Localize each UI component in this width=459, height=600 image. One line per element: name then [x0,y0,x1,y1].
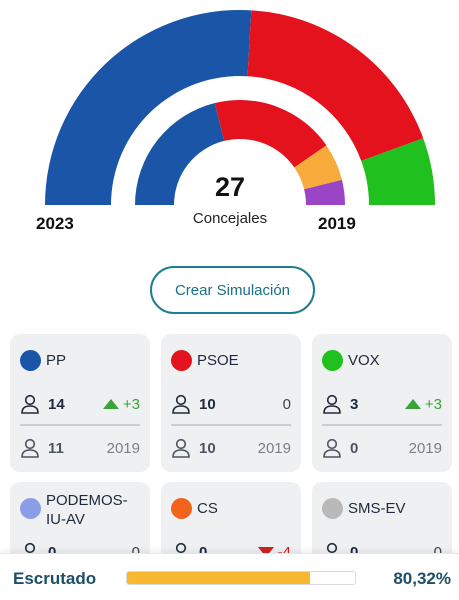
seat-segment-vox [361,138,435,205]
scrutiny-percentage: 80,32% [393,569,451,588]
seats-2023: 14 [48,395,65,413]
party-name: VOX [348,352,380,369]
seats-2023: 0 [350,543,359,561]
seat-change: +3 [404,396,442,413]
divider [322,424,442,426]
arrow-up-icon [404,399,421,409]
party-name: SMS-EV [348,500,406,517]
seat-segment-psoe [214,100,327,168]
party-name: CS [197,500,218,517]
create-simulation-button[interactable]: Crear Simulación [150,266,315,314]
seat-segment-podemos-iu-av [304,179,345,205]
person-icon [172,438,190,458]
seats-2019: 11 [48,439,64,457]
year-label-2023: 2023 [36,214,74,233]
seat-segment-pp [135,103,225,205]
seats-2023: 0 [48,543,57,561]
party-color-dot [20,498,41,519]
hemicycle-chart [45,9,435,206]
arrow-down-icon [257,547,274,557]
seat-segment-pp [45,9,252,206]
person-icon [21,438,39,458]
scrutiny-label: Escrutado [13,569,97,588]
year-label-2019: 2019 [318,214,356,233]
scrutiny-footer: Escrutado 80,32% [0,553,459,600]
previous-year: 2019 [106,439,140,457]
scrutiny-progress-bar [126,571,356,585]
party-name: PP [46,352,67,369]
person-icon [323,394,341,414]
person-icon [172,394,190,414]
party-card-psoe[interactable]: PSOE 10 0 10 2019 [161,334,301,472]
previous-year: 2019 [257,439,291,457]
party-color-dot [322,350,343,371]
divider [171,424,291,426]
seat-segment-psoe [247,10,424,161]
seats-2019: 10 [199,439,216,457]
party-name: PODEMOS- IU-AV [46,492,128,528]
seat-change: 0 [131,543,140,561]
person-icon [21,394,39,414]
outer-ring-2023 [45,9,435,206]
party-name: PSOE [197,352,239,369]
previous-year: 2019 [408,439,442,457]
seat-change: 0 [433,543,442,561]
seat-segment-cs [294,145,342,190]
seat-change: 0 [282,395,291,413]
scrutiny-progress-fill [127,572,311,584]
party-card-pp[interactable]: PP 14 +3 11 2019 [10,334,150,472]
seats-2023: 3 [350,395,359,413]
arrow-up-icon [102,399,119,409]
seats-2023: 10 [199,395,216,413]
seat-change: +3 [102,396,140,413]
party-color-dot [171,350,192,371]
total-seats: 27 [214,172,246,202]
party-color-dot [20,350,41,371]
person-icon [323,438,341,458]
inner-ring-2019 [135,100,345,205]
party-color-dot [322,498,343,519]
party-color-dot [171,498,192,519]
party-card-vox[interactable]: VOX 3 +3 0 2019 [312,334,452,472]
divider [20,424,140,426]
seats-2019: 0 [350,439,359,457]
total-seats-label: Concejales [192,210,268,227]
seats-2023: 0 [199,543,208,561]
